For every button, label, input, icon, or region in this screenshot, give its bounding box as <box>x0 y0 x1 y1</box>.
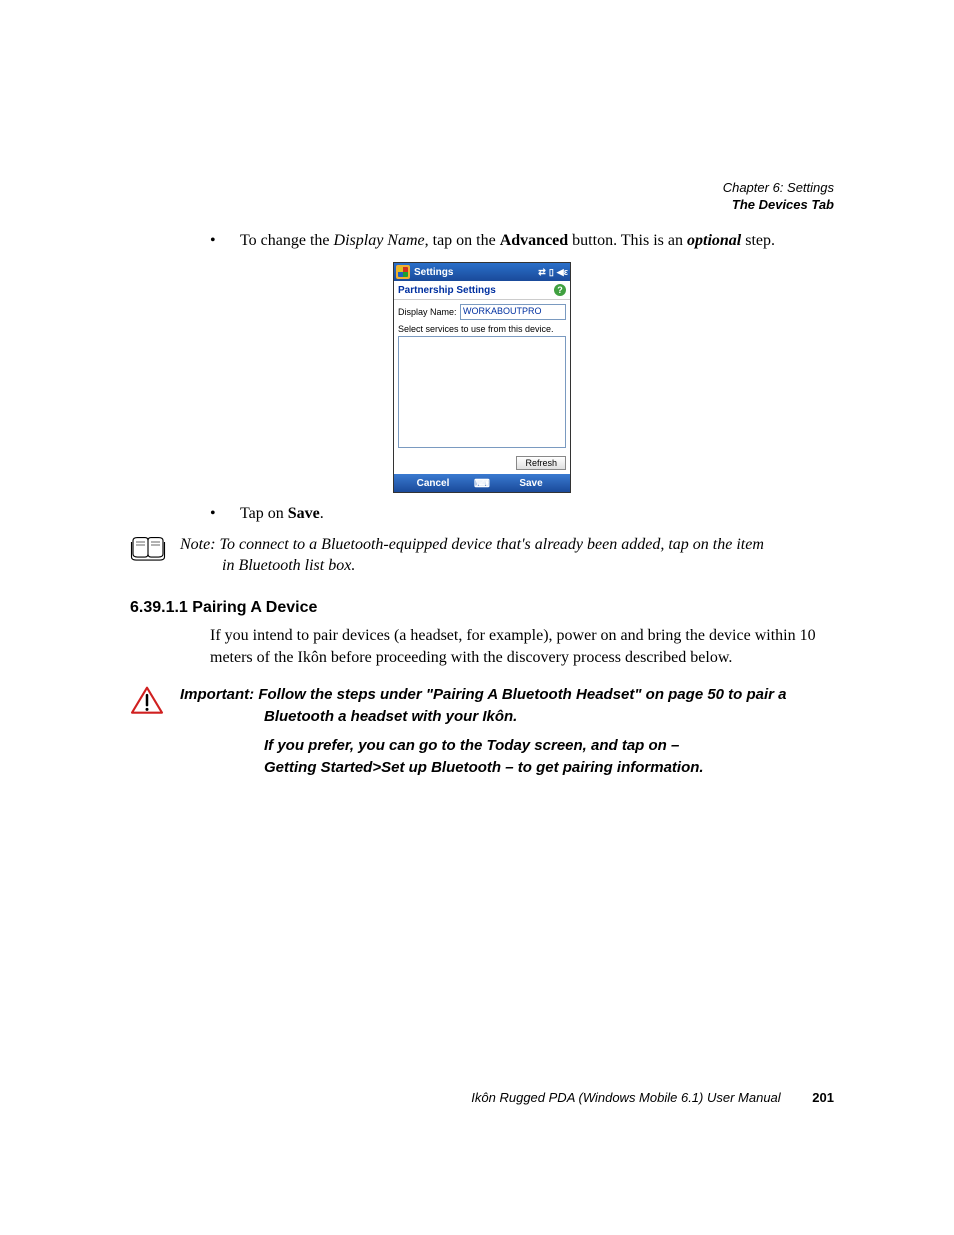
windows-icon[interactable] <box>396 265 410 279</box>
page-footer: Ikôn Rugged PDA (Windows Mobile 6.1) Use… <box>471 1090 834 1105</box>
footer-title: Ikôn Rugged PDA (Windows Mobile 6.1) Use… <box>471 1090 780 1105</box>
refresh-row: Refresh <box>394 452 570 474</box>
softkey-bar: Cancel ⌨ Save <box>394 474 570 492</box>
bullet-text: Tap on Save. <box>240 503 834 525</box>
bullet-item: • Tap on Save. <box>210 503 834 525</box>
section-heading: 6.39.1.1 Pairing A Device <box>130 599 834 617</box>
bullet-marker: • <box>210 503 240 525</box>
cancel-button[interactable]: Cancel <box>394 478 472 489</box>
display-name-input[interactable]: WORKABOUTPRO <box>460 304 566 320</box>
dialog-title: Partnership Settings <box>398 285 554 296</box>
warning-icon <box>130 686 164 716</box>
display-name-row: Display Name: WORKABOUTPRO <box>398 304 566 320</box>
note-label: Note: <box>180 536 216 553</box>
page: Chapter 6: Settings The Devices Tab • To… <box>0 0 954 1235</box>
services-instruction: Select services to use from this device. <box>398 324 566 334</box>
bullet-item: • To change the Display Name, tap on the… <box>210 230 834 252</box>
warn-icon-column <box>130 684 180 721</box>
important-text: Important: Follow the steps under "Pairi… <box>180 684 834 779</box>
services-listbox[interactable] <box>398 336 566 448</box>
body-paragraph: If you intend to pair devices (a headset… <box>210 625 834 670</box>
note-block: Note: To connect to a Bluetooth-equipped… <box>130 534 834 577</box>
important-label: Important: <box>180 686 254 703</box>
titlebar: Settings ⇄ ▯ ◀ε <box>394 263 570 281</box>
dialog-body: Display Name: WORKABOUTPRO Select servic… <box>394 300 570 452</box>
window-title: Settings <box>414 267 453 278</box>
display-name-label: Display Name: <box>398 307 460 317</box>
bullet-text: To change the Display Name, tap on the A… <box>240 230 834 252</box>
volume-icon[interactable]: ◀ε <box>557 267 568 278</box>
connectivity-icon[interactable]: ⇄ <box>538 267 546 278</box>
chapter-label: Chapter 6: Settings <box>723 180 834 197</box>
section-title: Pairing A Device <box>192 599 317 616</box>
dialog-header: Partnership Settings ? <box>394 281 570 300</box>
bullet-marker: • <box>210 230 240 252</box>
content-area: • To change the Display Name, tap on the… <box>130 230 834 779</box>
note-text: Note: To connect to a Bluetooth-equipped… <box>180 534 834 577</box>
page-number: 201 <box>812 1090 834 1105</box>
save-button[interactable]: Save <box>492 478 570 489</box>
section-number: 6.39.1.1 <box>130 599 188 616</box>
important-block: Important: Follow the steps under "Pairi… <box>130 684 834 779</box>
note-icon-column <box>130 534 180 567</box>
pda-screenshot: Settings ⇄ ▯ ◀ε Partnership Settings ? D… <box>393 262 571 493</box>
refresh-button[interactable]: Refresh <box>516 456 566 470</box>
system-tray: ⇄ ▯ ◀ε <box>538 267 568 278</box>
keyboard-icon[interactable]: ⌨ <box>472 477 492 490</box>
section-label: The Devices Tab <box>723 197 834 214</box>
help-icon[interactable]: ? <box>554 284 566 296</box>
screenshot-figure: Settings ⇄ ▯ ◀ε Partnership Settings ? D… <box>130 262 834 493</box>
running-header: Chapter 6: Settings The Devices Tab <box>723 180 834 214</box>
book-icon <box>130 534 166 562</box>
signal-icon[interactable]: ▯ <box>549 267 554 278</box>
